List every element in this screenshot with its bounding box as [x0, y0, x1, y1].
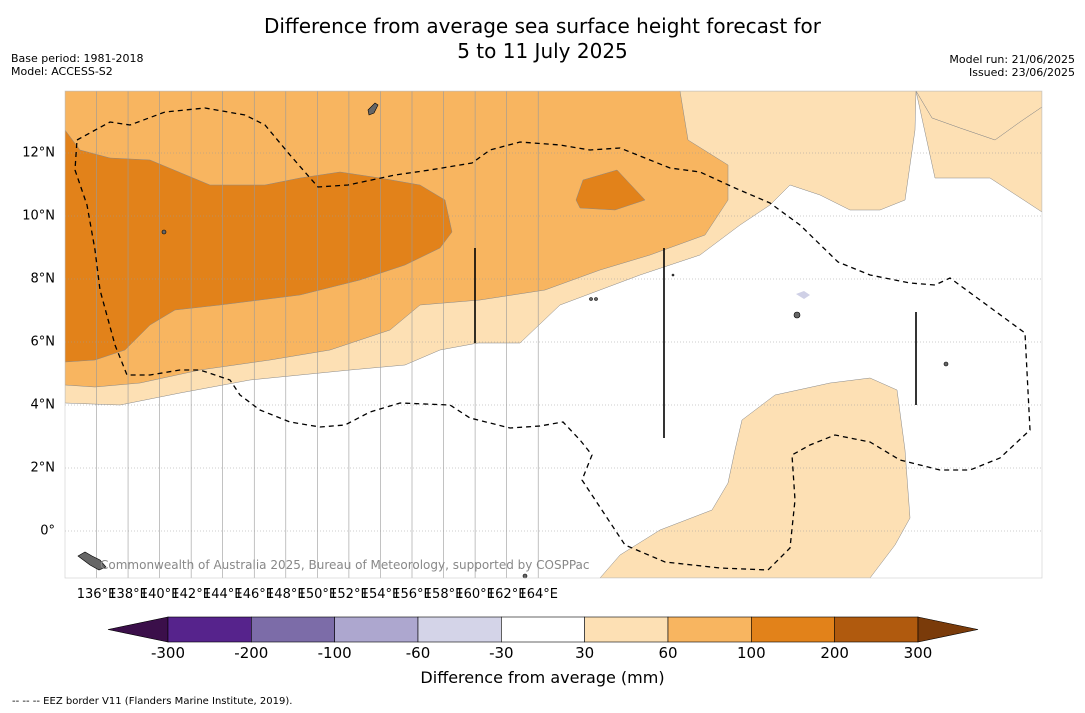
base-period: Base period: 1981-2018: [11, 52, 144, 65]
longitude-label: 150°E: [297, 587, 338, 602]
latitude-label: 10°N: [22, 208, 55, 224]
colorbar-bin: [251, 616, 335, 643]
colorbar-tick-label: -60: [405, 644, 431, 662]
longitude-label: 160°E: [455, 587, 495, 602]
colorbar-title: Difference from average (mm): [420, 668, 665, 687]
longitude-label: 162°E: [486, 587, 527, 602]
map-title: Difference from average sea surface heig…: [0, 14, 1085, 64]
gridlines: [65, 91, 1042, 578]
copyright-notice: Commonwealth of Australia 2025, Bureau o…: [100, 558, 590, 572]
longitude-label: 146°E: [234, 587, 275, 602]
colorbar-tick-label: 60: [658, 644, 678, 662]
colorbar-bin: [751, 616, 835, 643]
colorbar-bin: [334, 616, 419, 643]
meta-right: Model run: 21/06/2025 Issued: 23/06/2025: [949, 53, 1075, 79]
colorbar-tick-label: -200: [234, 644, 269, 662]
contour-30-60-south: [599, 377, 911, 578]
contour-30-60-east: [915, 91, 1042, 213]
map-fill: [65, 91, 1042, 578]
colorbar-tick-label: 100: [737, 644, 766, 662]
title-line-2: 5 to 11 July 2025: [457, 39, 628, 63]
colorbar-tick-label: -100: [317, 644, 352, 662]
latitude-label: 0°: [40, 523, 55, 539]
colorbar-tick-label: 200: [820, 644, 849, 662]
latitude-label: 12°N: [22, 145, 55, 161]
longitude-label: 158°E: [423, 587, 464, 602]
colorbar-bin: [667, 616, 752, 643]
longitude-label: 136°E: [76, 587, 117, 602]
latitude-label: 4°N: [30, 397, 56, 413]
longitude-label: 156°E: [392, 587, 432, 602]
colorbar-tick-label: -30: [489, 644, 514, 662]
latitude-label: 6°N: [30, 334, 56, 350]
colorbar-tick-label: -300: [150, 644, 186, 662]
colorbar-bin: [584, 616, 669, 643]
contour-100-200: [65, 129, 453, 363]
eez-border: [74, 107, 1031, 571]
longitude-label: 148°E: [266, 587, 306, 602]
longitude-label: 164°E: [518, 587, 558, 602]
model-name: Model: ACCESS-S2: [11, 65, 113, 78]
longitude-label: 152°E: [329, 587, 369, 602]
longitude-label: 140°E: [139, 587, 180, 602]
colorbar-tick-label: 30: [575, 644, 595, 662]
small-feature: [796, 291, 810, 299]
islands: [77, 102, 949, 579]
title-line-1: Difference from average sea surface heig…: [263, 14, 822, 38]
longitude-label: 154°E: [360, 587, 401, 602]
longitude-label: 138°E: [108, 587, 148, 602]
colorbar-min-extension: [107, 616, 169, 643]
colorbar: [107, 616, 979, 643]
colorbar-bin: [501, 616, 585, 643]
issued-date: Issued: 23/06/2025: [968, 66, 1075, 79]
map-frame: [64, 90, 1043, 579]
meta-left: Base period: 1981-2018 Model: ACCESS-S2: [11, 52, 143, 78]
colorbar-tick-label: 300: [903, 644, 933, 662]
latitude-label: 2°N: [30, 460, 56, 476]
colorbar-bin: [417, 616, 502, 643]
longitude-label: 144°E: [202, 587, 243, 602]
colorbar-bin: [834, 616, 919, 643]
colorbar-bin: [167, 616, 252, 643]
model-run: Model run: 21/06/2025: [949, 53, 1075, 66]
latitude-label: 8°N: [30, 271, 56, 287]
longitude-label: 142°E: [171, 587, 211, 602]
contour-100-200-patch: [575, 169, 646, 211]
colorbar-max-extension: [917, 616, 979, 643]
eez-footnote: -- -- -- EEZ border V11 (Flanders Marine…: [12, 696, 293, 707]
